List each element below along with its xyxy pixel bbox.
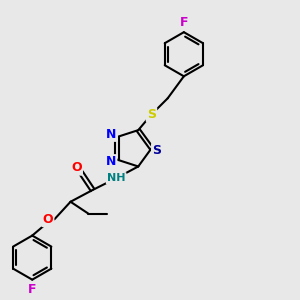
Text: S: S	[147, 108, 156, 121]
Text: O: O	[71, 161, 82, 174]
Text: S: S	[152, 144, 161, 157]
Text: F: F	[28, 283, 37, 296]
Text: F: F	[180, 16, 188, 29]
Text: N: N	[106, 155, 116, 168]
Text: O: O	[43, 213, 53, 226]
Text: N: N	[106, 128, 117, 141]
Text: NH: NH	[107, 173, 125, 183]
